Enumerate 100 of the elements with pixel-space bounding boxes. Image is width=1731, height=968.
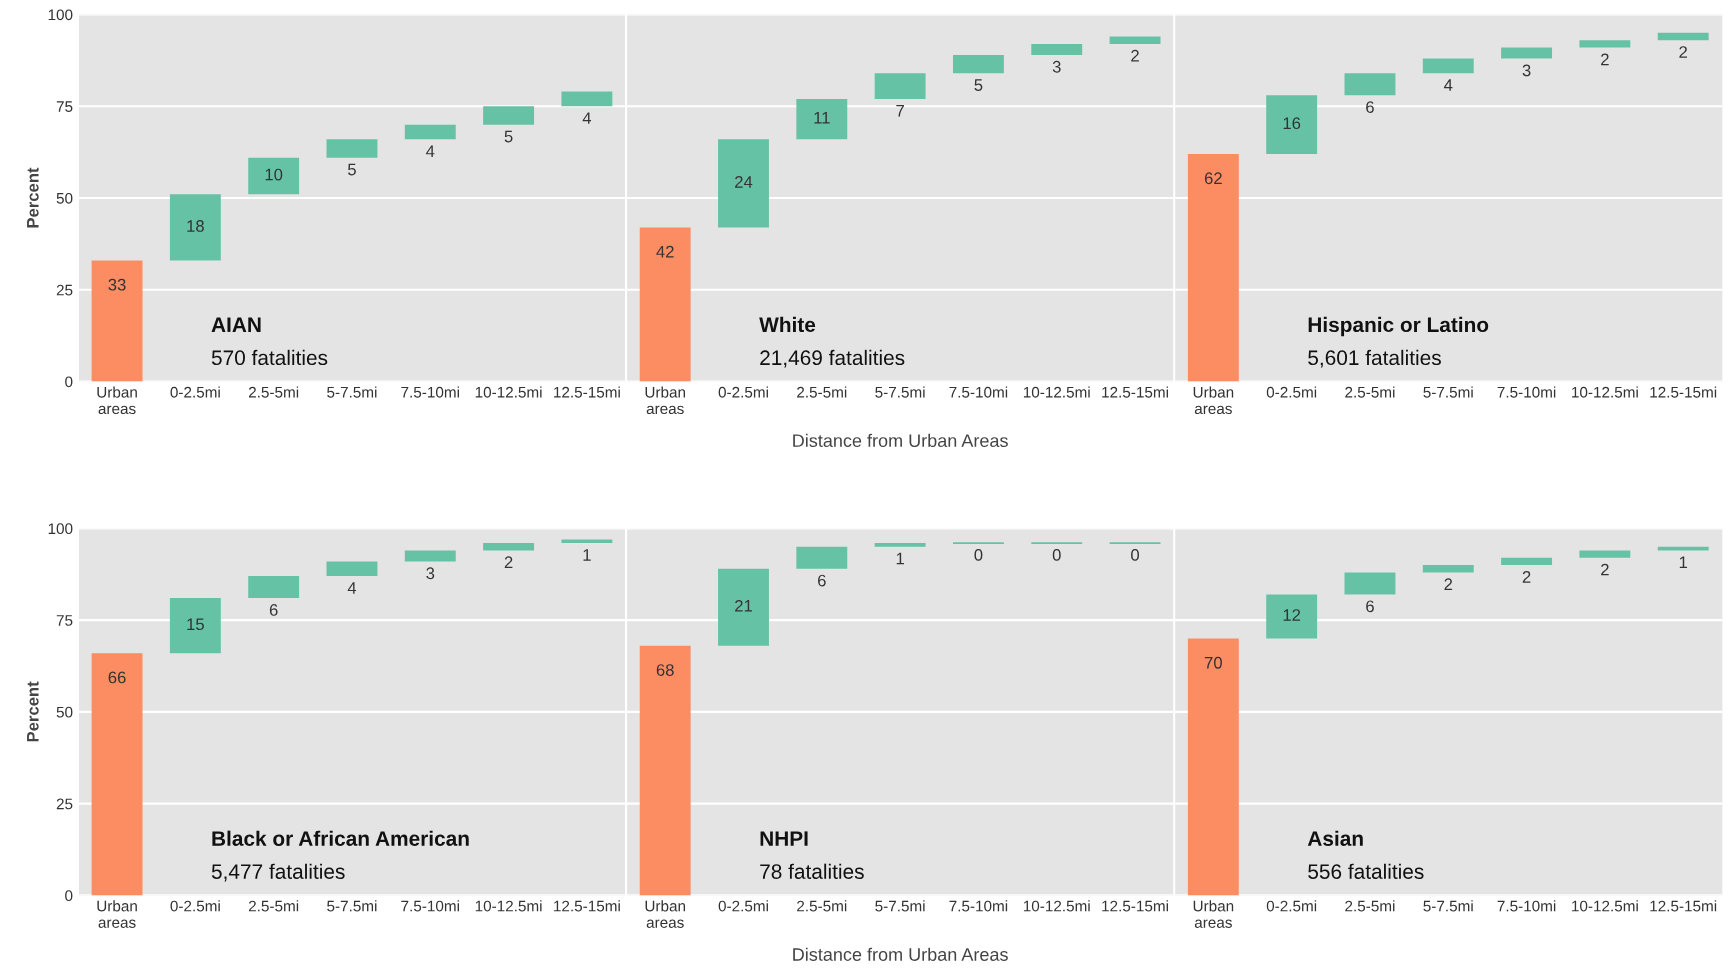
- x-tick-label: 5-7.5mi: [1423, 386, 1473, 398]
- data-label: 18: [187, 220, 204, 232]
- annotation: NHPI: [760, 831, 808, 846]
- x-tick-label: 2.5-5mi: [1345, 900, 1395, 912]
- y-tick-label: 25: [56, 284, 73, 296]
- data-label: 6: [269, 604, 278, 616]
- data-label: 7: [896, 105, 904, 117]
- y-tick-label: 100: [48, 9, 73, 21]
- data-label: 4: [347, 582, 357, 594]
- data-label: 15: [187, 618, 204, 631]
- annotation: Hispanic or Latino: [1308, 316, 1489, 337]
- data-label: 33: [108, 278, 126, 291]
- y-tick-label: 25: [56, 798, 73, 810]
- bar: [874, 73, 926, 99]
- data-label: 5: [504, 130, 513, 143]
- annotation: 570 fatalities: [211, 349, 328, 366]
- x-tick-label: Urban areas: [1193, 900, 1234, 928]
- data-label: 2: [1444, 578, 1453, 590]
- x-tick-label: 0-2.5mi: [170, 386, 220, 398]
- y-tick-label: 0: [65, 890, 73, 902]
- bar: [796, 98, 848, 140]
- x-tick-label: 7.5-10mi: [949, 386, 1008, 398]
- x-tick-label: 12.5-15mi: [1102, 386, 1168, 398]
- data-label: 16: [1283, 117, 1301, 130]
- bar: [404, 124, 456, 140]
- bar: [1187, 153, 1239, 382]
- data-label: 2: [1131, 49, 1139, 62]
- bar: [483, 106, 535, 125]
- x-tick-label: 2.5-5mi: [1345, 386, 1395, 398]
- bar: [874, 543, 926, 547]
- x-tick-label: 5-7.5mi: [327, 386, 377, 398]
- data-label: 0: [974, 548, 983, 561]
- x-tick-label: 7.5-10mi: [949, 900, 1008, 912]
- annotation: 5,601 fatalities: [1308, 349, 1441, 368]
- x-tick-label: 0-2.5mi: [1266, 386, 1317, 398]
- bar: [796, 546, 848, 569]
- x-tick-label: 2.5-5mi: [797, 386, 847, 398]
- data-label: 1: [1679, 556, 1688, 568]
- x-tick-label: Urban areas: [97, 900, 137, 928]
- y-tick-label: 75: [56, 615, 73, 626]
- data-label: 68: [656, 664, 674, 676]
- y-axis-title: Percent: [27, 681, 39, 742]
- data-label: 42: [656, 245, 674, 258]
- x-tick-label: 10-12.5mi: [1023, 900, 1090, 912]
- x-tick-label: Urban areas: [645, 386, 686, 415]
- data-label: 4: [582, 112, 592, 124]
- annotation: AIAN: [211, 317, 261, 332]
- data-label: 24: [735, 176, 753, 188]
- bar: [326, 561, 378, 577]
- x-tick-label: 2.5-5mi: [248, 900, 299, 912]
- x-tick-label: Urban areas: [1193, 386, 1234, 415]
- bar: [1266, 594, 1318, 639]
- data-label: 2: [504, 556, 513, 568]
- data-label: 1: [896, 552, 904, 565]
- bar: [718, 139, 769, 228]
- bar: [483, 543, 535, 551]
- data-label: 12: [1283, 609, 1301, 621]
- annotation: Asian: [1307, 830, 1363, 846]
- y-tick-label: 75: [56, 101, 73, 112]
- x-tick-label: 12.5-15mi: [554, 900, 620, 912]
- bar: [639, 645, 691, 896]
- bar: [169, 598, 221, 654]
- data-label: 3: [1522, 64, 1531, 77]
- annotation: White: [759, 316, 816, 333]
- annotation: 21,469 fatalities: [760, 349, 905, 368]
- annotation: 5,477 fatalities: [211, 863, 345, 882]
- x-tick-label: 0-2.5mi: [170, 900, 220, 912]
- x-tick-label: 12.5-15mi: [1650, 386, 1717, 398]
- bar: [1344, 572, 1396, 595]
- bar: [1657, 32, 1709, 41]
- x-tick-label: 12.5-15mi: [554, 386, 620, 398]
- x-tick-label: 0-2.5mi: [1266, 900, 1317, 912]
- x-tick-label: 10-12.5mi: [475, 900, 542, 912]
- bar: [1109, 36, 1161, 44]
- bar: [248, 576, 300, 599]
- y-tick-label: 50: [56, 706, 73, 718]
- x-tick-label: 12.5-15mi: [1650, 900, 1717, 912]
- data-label: 4: [1444, 79, 1453, 91]
- annotation: 78 fatalities: [760, 863, 864, 879]
- data-label: 2: [1679, 46, 1687, 58]
- annotation: Black or African American: [212, 830, 469, 846]
- x-tick-label: 5-7.5mi: [327, 900, 377, 912]
- data-label: 2: [1522, 571, 1531, 583]
- x-tick-label: 0-2.5mi: [718, 900, 768, 912]
- x-tick-label: 0-2.5mi: [718, 386, 768, 398]
- bar: [561, 91, 613, 107]
- bar: [1501, 47, 1553, 59]
- bar: [1344, 73, 1396, 96]
- bar: [1031, 43, 1083, 55]
- bar: [1266, 95, 1318, 154]
- data-label: 5: [974, 79, 983, 91]
- data-label: 0: [1131, 548, 1140, 561]
- data-label: 5: [348, 163, 356, 176]
- bar: [561, 539, 613, 544]
- x-tick-label: 2.5-5mi: [797, 900, 847, 912]
- data-label: 0: [1052, 548, 1061, 561]
- data-label: 3: [1052, 60, 1061, 73]
- data-label: 11: [814, 111, 830, 124]
- data-label: 2: [1601, 563, 1609, 576]
- x-tick-label: 5-7.5mi: [1423, 900, 1473, 912]
